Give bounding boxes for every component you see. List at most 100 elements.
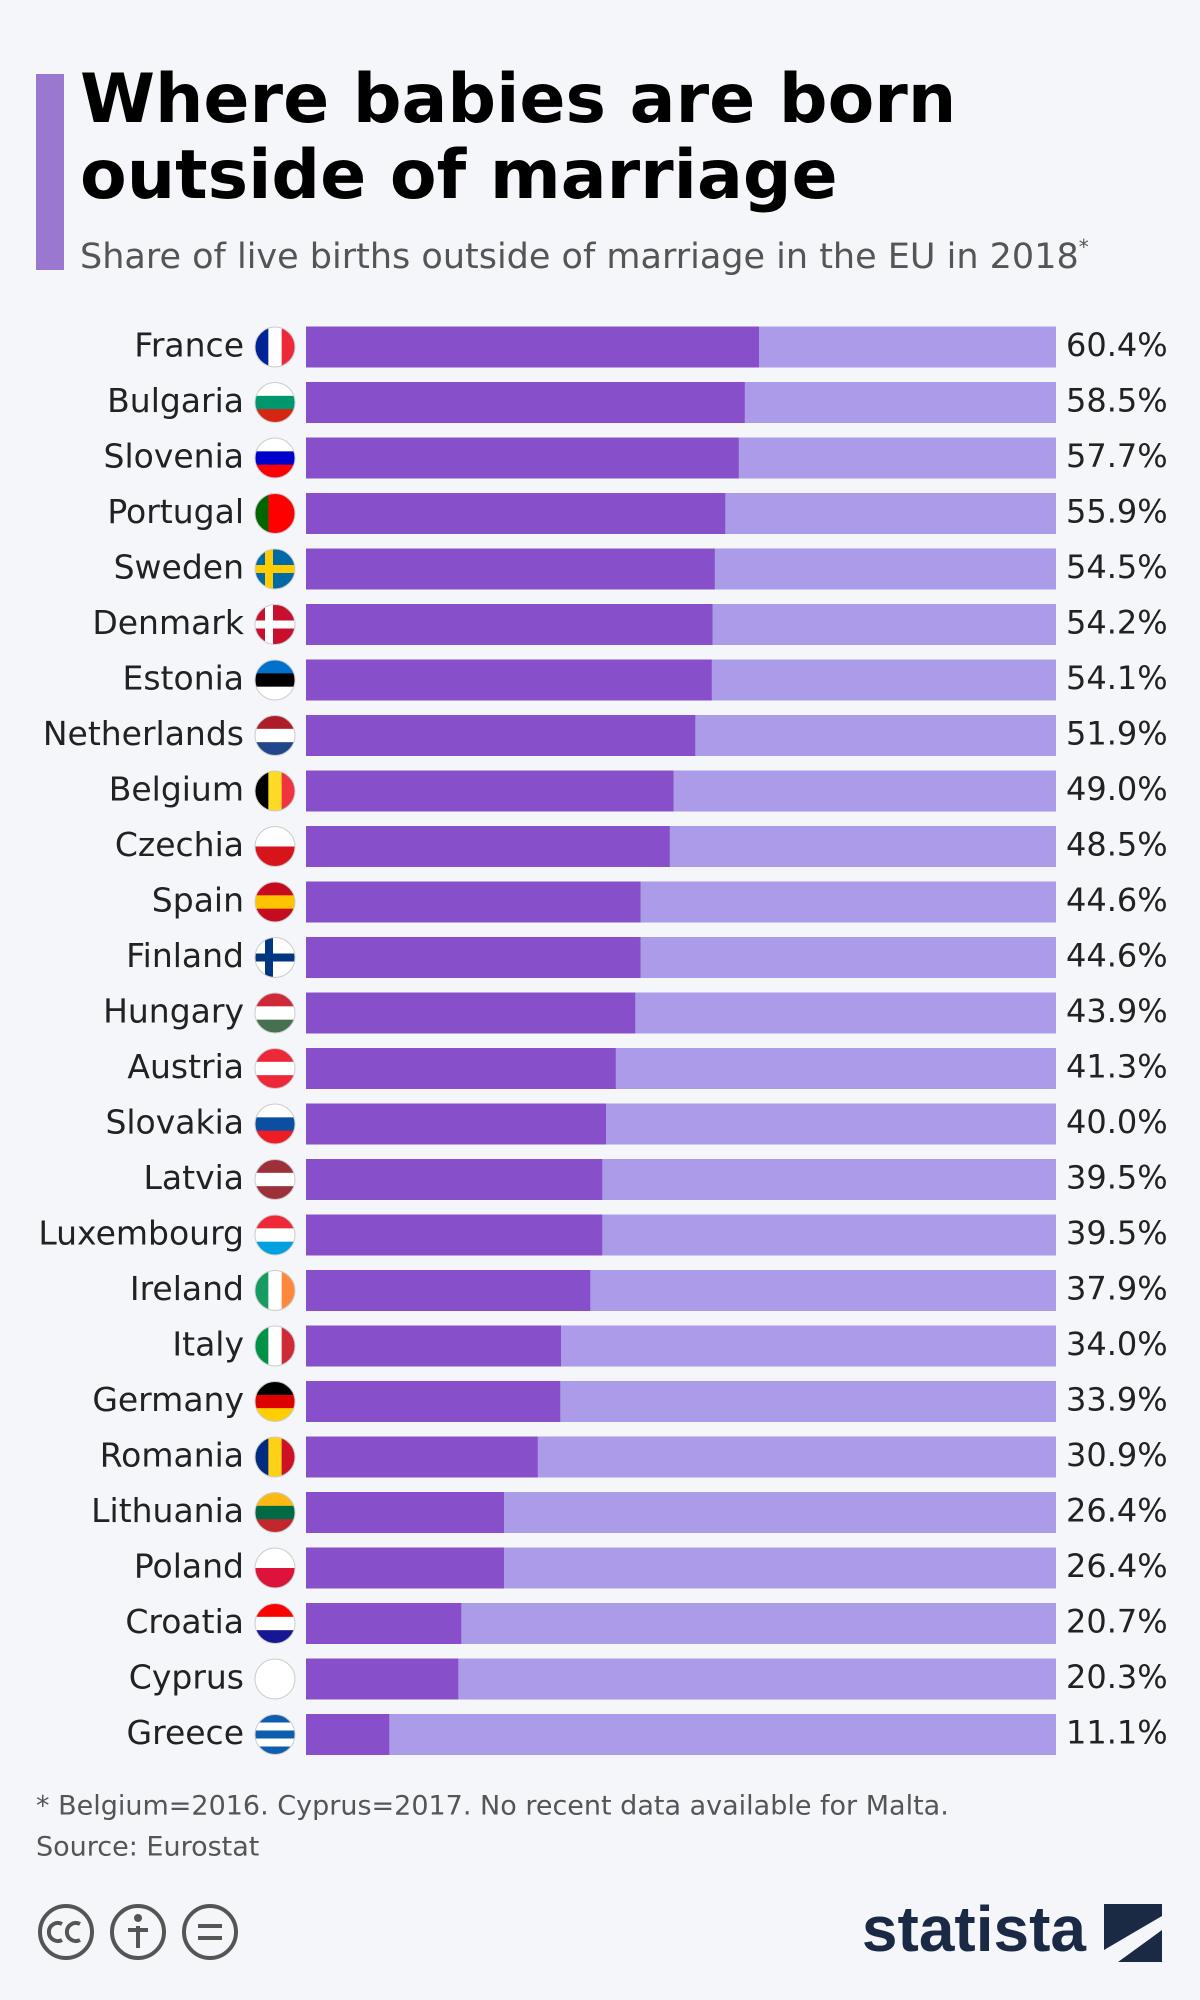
flag-stripe [255,438,295,452]
flag [255,993,295,1033]
flag-stripe [255,1519,295,1533]
flag-stripe [255,728,295,743]
value-label: 34.0% [1066,1325,1168,1363]
flag-stripe [255,673,295,688]
category-label: Portugal [107,492,244,531]
category-label: Poland [134,1547,244,1586]
flag-stripe [255,1326,269,1366]
flag [255,771,295,811]
category-label: Austria [127,1047,244,1086]
flag-stripe [255,395,295,410]
category-label: Belgium [109,770,244,809]
category-label: Germany [92,1380,244,1419]
bar [306,548,715,590]
flag-stripe [255,686,295,700]
flag-border [254,770,296,812]
nd-glyph [198,1924,222,1940]
flag-border [254,937,296,978]
flag-stripe [255,1048,295,1063]
value-label: 33.9% [1066,1381,1168,1419]
flag-border [254,493,296,534]
flag [255,1215,295,1255]
flag-cross [255,953,295,962]
flag-cross [265,549,273,589]
bar [306,1658,459,1700]
flag-stripe [255,1006,295,1021]
flag-stripe [255,493,269,534]
flag-border [254,1048,296,1089]
brand: statista [862,1893,1087,1965]
flag [255,1437,295,1477]
flag [255,937,295,978]
flag-stripe [255,1159,295,1174]
flag-border [254,881,296,923]
value-label: 58.5% [1066,382,1168,420]
value-label: 54.5% [1066,548,1168,586]
flag-border [254,604,296,645]
bar [306,437,739,479]
flag-stripe [255,1730,295,1739]
flag-stripe [268,327,283,367]
flag-stripe [268,771,283,811]
flag-stripe [255,1659,295,1699]
chart-title: outside of marriage [80,136,838,215]
flag-border [254,1436,296,1478]
flag-stripe [255,660,295,674]
category-label: Netherlands [43,714,244,753]
flag [255,1659,295,1699]
flag-stripe [255,1746,295,1755]
flag-border [254,437,296,479]
flag [255,1159,295,1200]
flag-border [254,1270,296,1311]
flag [255,327,295,367]
cc-glyph [46,1921,81,1943]
flag-stripe [281,493,295,534]
flag [255,1270,295,1311]
subtitle-text: Share of live births outside of marriage… [80,237,1079,277]
bar [306,326,759,368]
category-label: Hungary [103,992,244,1031]
nd-icon [182,1904,238,1960]
chart-title: Where babies are born [80,60,956,139]
flag-stripe [255,1630,295,1644]
flag-stripe [255,1603,295,1618]
by-body [128,1926,148,1948]
category-label: Latvia [144,1158,244,1197]
category-label: Romania [100,1436,244,1475]
flag-stripe [255,1061,295,1076]
flag-stripe [255,1548,295,1569]
flag [255,1492,295,1533]
by-head [134,1914,142,1922]
flag-stripe [281,327,295,367]
flag [255,660,295,700]
flag [255,549,295,589]
bar [306,604,713,645]
value-label: 11.1% [1066,1714,1168,1752]
flag [255,826,295,867]
flag [255,1548,295,1588]
flag-border [254,1603,296,1644]
value-label: 40.0% [1066,1103,1168,1141]
flag-stripe [255,1381,295,1396]
flag-stripe [255,1117,295,1132]
flag-border [254,1103,296,1145]
bar [306,1547,504,1589]
flag [255,882,295,922]
brand-logo [1104,1904,1162,1962]
value-label: 39.5% [1066,1159,1168,1197]
flag-stripe [281,771,295,811]
flag-stripe [255,1104,295,1118]
value-label: 49.0% [1066,770,1168,808]
flag-stripe [281,1326,295,1366]
flag-stripe [255,882,295,896]
flag-stripe [255,826,295,847]
category-label: Slovenia [104,437,244,476]
value-label: 44.6% [1066,881,1168,919]
flag [255,1104,295,1144]
bar [306,826,670,867]
bar [306,1325,561,1367]
flag [255,1714,295,1755]
flag-cross [255,620,295,629]
category-label: Lithuania [91,1491,244,1530]
flag-stripe [281,1437,295,1477]
